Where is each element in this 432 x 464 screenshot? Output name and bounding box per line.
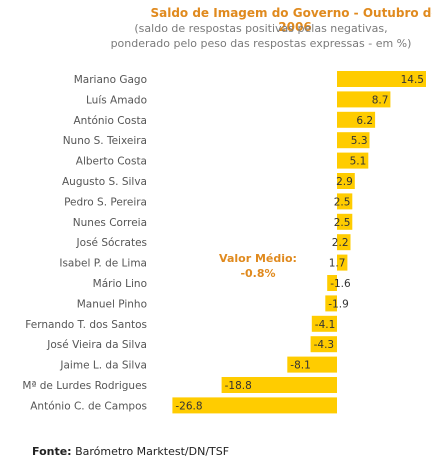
category-label: Manuel Pinho [77,298,147,310]
bar [325,295,337,312]
bar [221,377,337,393]
value-label: -8.1 [290,360,311,372]
bar [287,356,337,373]
bar [337,254,348,271]
category-label: Mariano Gago [74,74,147,86]
category-label: José Sócrates [76,237,147,249]
bar [337,111,376,128]
category-label: Mário Lino [93,278,147,290]
value-label: -26.8 [175,400,202,412]
category-label: Jaime L. da Silva [59,360,147,372]
value-label: 2.5 [334,196,351,208]
chart-subtitle-line1: (saldo de respostas positivas pelas nega… [134,22,388,35]
bar [337,173,355,189]
value-label: 14.5 [401,74,424,86]
chart-subtitle-line2: ponderado pelo peso das respostas expres… [110,37,412,50]
bar [337,213,353,230]
category-label: António Costa [74,115,148,127]
bar [337,132,370,149]
value-label: 2.5 [334,217,351,229]
value-label: 5.3 [351,135,368,147]
average-label-value: -0.8% [240,267,275,280]
value-label: -4.1 [315,319,336,331]
category-label: Isabel P. de Lima [59,258,147,270]
bar [337,234,351,251]
value-label: 1.7 [329,258,346,270]
category-label: Pedro S. Pereira [64,196,147,208]
category-label: Alberto Costa [76,156,147,168]
bar [310,336,337,353]
bar [337,71,426,87]
category-label: Nuno S. Teixeira [63,135,147,147]
average-label-title: Valor Médio: [219,252,297,265]
category-label: Nunes Correia [73,217,147,229]
bar [311,315,337,332]
bar [172,397,337,414]
value-label: -18.8 [225,380,252,392]
source-label: Fonte: [32,445,72,458]
value-label: 2.2 [332,237,349,249]
bar [337,91,391,108]
bar [337,152,369,169]
value-label: 5.1 [350,156,367,168]
source-note: Fonte: Barómetro Marktest/DN/TSF [32,445,229,458]
bar [337,193,353,210]
value-label: -1.9 [328,298,349,310]
value-label: 6.2 [356,115,373,127]
category-label: Mª de Lurdes Rodrigues [22,380,147,392]
category-label: António C. de Campos [30,400,147,412]
value-label: -4.3 [314,339,335,351]
category-label: Luís Amado [86,94,147,106]
chart-title: Saldo de Imagem do Governo - Outubro de … [150,6,432,34]
category-label: Augusto S. Silva [62,176,147,188]
value-label: 8.7 [372,94,389,106]
source-text: Barómetro Marktest/DN/TSF [75,445,230,458]
value-label: -1.6 [330,278,351,290]
category-label: José Vieira da Silva [46,339,147,351]
category-label: Fernando T. dos Santos [25,319,147,331]
value-label: 2.9 [336,176,353,188]
bar [327,275,337,291]
